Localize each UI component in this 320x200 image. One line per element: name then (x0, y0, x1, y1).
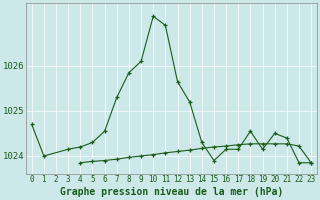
X-axis label: Graphe pression niveau de la mer (hPa): Graphe pression niveau de la mer (hPa) (60, 187, 283, 197)
